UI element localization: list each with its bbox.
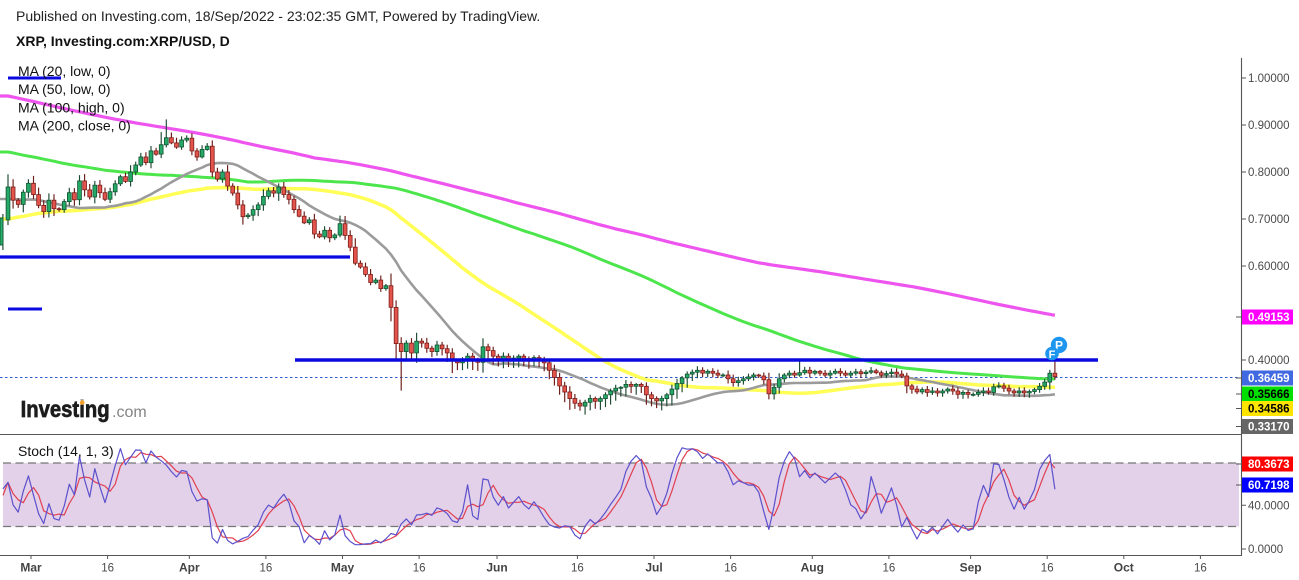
- svg-text:Oct: Oct: [1114, 561, 1134, 575]
- svg-text:F: F: [1049, 349, 1056, 361]
- svg-text:MA (100, high, 0): MA (100, high, 0): [18, 99, 125, 115]
- svg-text:0.34586: 0.34586: [1248, 404, 1290, 416]
- svg-text:16: 16: [1194, 563, 1207, 575]
- svg-text:0.49153: 0.49153: [1248, 312, 1290, 324]
- svg-text:Published on Investing.com, 18: Published on Investing.com, 18/Sep/2022 …: [16, 8, 540, 24]
- svg-text:Mar: Mar: [20, 561, 42, 575]
- svg-text:Sep: Sep: [960, 561, 982, 575]
- svg-text:16: 16: [883, 563, 896, 575]
- svg-text:16: 16: [1041, 563, 1054, 575]
- svg-text:0.70000: 0.70000: [1248, 214, 1290, 226]
- svg-text:Investing: Investing: [21, 396, 110, 422]
- svg-text:0.35666: 0.35666: [1248, 389, 1290, 401]
- svg-text:0.0000: 0.0000: [1248, 544, 1283, 556]
- svg-text:0.40000: 0.40000: [1248, 355, 1290, 367]
- svg-text:.com: .com: [112, 404, 147, 421]
- svg-text:40.0000: 40.0000: [1248, 500, 1290, 512]
- svg-text:0.36459: 0.36459: [1248, 373, 1290, 385]
- svg-text:16: 16: [413, 563, 426, 575]
- svg-text:Jul: Jul: [645, 561, 662, 575]
- svg-text:16: 16: [724, 563, 737, 575]
- svg-text:MA (20, low, 0): MA (20, low, 0): [18, 63, 111, 79]
- svg-text:P: P: [1055, 339, 1063, 353]
- svg-text:16: 16: [260, 563, 273, 575]
- svg-text:May: May: [331, 561, 355, 575]
- svg-text:Apr: Apr: [179, 561, 200, 575]
- svg-text:0.60000: 0.60000: [1248, 261, 1290, 273]
- svg-text:Stoch (14, 1, 3): Stoch (14, 1, 3): [18, 443, 114, 459]
- svg-text:1.00000: 1.00000: [1248, 73, 1290, 85]
- svg-text:0.80000: 0.80000: [1248, 167, 1290, 179]
- svg-text:0.90000: 0.90000: [1248, 120, 1290, 132]
- svg-text:XRP, Investing.com:XRP/USD, D: XRP, Investing.com:XRP/USD, D: [16, 33, 230, 49]
- svg-text:80.3673: 80.3673: [1248, 459, 1290, 471]
- svg-text:16: 16: [571, 563, 584, 575]
- svg-text:0.33170: 0.33170: [1248, 422, 1290, 434]
- svg-text:MA (200, close, 0): MA (200, close, 0): [18, 118, 131, 134]
- svg-text:Jun: Jun: [486, 561, 507, 575]
- svg-text:Aug: Aug: [801, 561, 824, 575]
- svg-text:MA (50, low, 0): MA (50, low, 0): [18, 81, 111, 97]
- svg-text:60.7198: 60.7198: [1248, 480, 1290, 492]
- svg-text:16: 16: [101, 563, 114, 575]
